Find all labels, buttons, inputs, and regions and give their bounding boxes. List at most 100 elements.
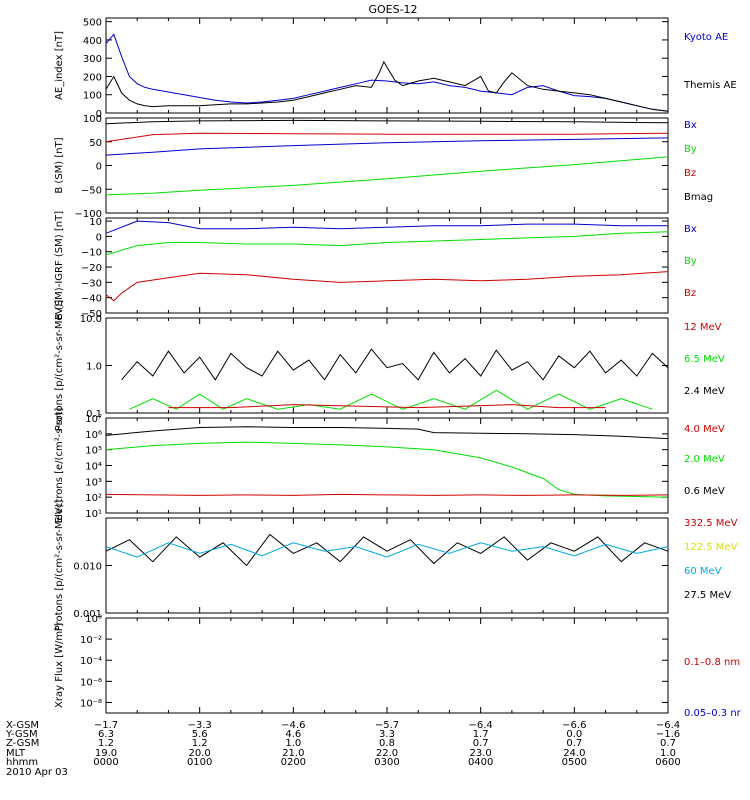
- panel-6: 0.010 0.001 Protons [p/(cm²-s-sr-MeV)] 332.…: [54, 500, 738, 632]
- legend-entry: Bx: [684, 120, 697, 131]
- footer-value: 1.7: [473, 729, 489, 740]
- y-tick-label: −100: [75, 209, 102, 220]
- y-tick-label: −30: [81, 278, 102, 289]
- legend-entry: 12 MeV: [684, 322, 722, 333]
- footer-row-label: Z-GSM: [6, 738, 39, 749]
- legend-entry: 332.5 MeV: [684, 518, 738, 529]
- legend-entry: 0.6 MeV: [684, 486, 725, 497]
- footer-value: −1.6: [656, 729, 680, 740]
- footer-value: 1.2: [192, 738, 208, 749]
- y-tick-label: 10⁴: [85, 462, 102, 473]
- footer-value: 4.6: [285, 729, 301, 740]
- footer-value: −6.4: [469, 720, 493, 731]
- footer-value: 0300: [374, 757, 399, 768]
- y-axis-label: B (SM) [nT]: [54, 137, 65, 193]
- legend-entry: Kyoto AE: [684, 32, 728, 43]
- legend-entry: Bz: [684, 168, 696, 179]
- footer-row-label: Y-GSM: [5, 729, 38, 740]
- y-tick-label: 1.0: [86, 362, 102, 373]
- legend-entry: By: [684, 144, 697, 155]
- panel-4: 10.0 1.0 0.1 Protons [p/(cm²-s-sr-MeV)] 12 M…: [54, 300, 725, 432]
- y-tick-label: 10⁵: [85, 446, 102, 457]
- series-line-by: [105, 231, 669, 256]
- y-axis-label: Protons [p/(cm²-s-sr-MeV)]: [54, 500, 65, 632]
- legend-entry: Bz: [684, 288, 696, 299]
- y-tick-label: −10: [81, 248, 102, 259]
- y-tick-label: 10³: [85, 477, 102, 488]
- y-tick-label: 50: [89, 138, 102, 149]
- panel-frame: [105, 317, 669, 414]
- footer-value: 0400: [468, 757, 493, 768]
- y-tick-label: 10⁰: [85, 614, 102, 625]
- panel-5: 10⁷ 10⁶ 10⁵ 10⁴ 10³ 10² 10¹ Electrons [e/(cm²-s…: [54, 408, 725, 524]
- legend-entry: 0.05–0.3 nr: [684, 708, 742, 719]
- footer-row-label: X-GSM: [6, 720, 39, 731]
- y-axis-label: AE_index [nT]: [54, 31, 65, 100]
- y-axis-label: Xray Flux [W/m²]: [54, 623, 65, 708]
- panel-3: 10 0 −10 −20 −30 −40 −50 B (SM)-IGRF (SM) [nT] B…: [54, 211, 697, 320]
- y-tick-label: 0.001: [73, 609, 102, 620]
- y-tick-label: 10¹: [85, 509, 102, 520]
- panel-frame: [105, 417, 669, 514]
- footer-value: 0000: [93, 757, 118, 768]
- footer-value: 5.6: [192, 729, 208, 740]
- footer-value: −3.3: [188, 720, 212, 731]
- series-line-bmag: [105, 119, 669, 125]
- series-line-4-0-mev: [105, 493, 669, 496]
- footer-value: 0200: [281, 757, 306, 768]
- series-line-6-5-mev: [129, 389, 653, 410]
- series-line-2-4-mev: [121, 348, 669, 381]
- series-line-2-0-mev: [105, 441, 669, 498]
- legend-entry: 0.1–0.8 nm: [684, 657, 740, 668]
- footer-row-label: hhmm: [6, 757, 38, 768]
- y-tick-label: −50: [81, 309, 102, 320]
- legend-entry: By: [684, 256, 697, 267]
- series-line-bz: [105, 271, 669, 302]
- footer-value: 22.0: [376, 748, 398, 759]
- footer-value: −1.7: [94, 720, 118, 731]
- y-tick-label: 300: [83, 54, 102, 65]
- legend-entry: Themis AE: [683, 80, 737, 91]
- footer-value: 0.7: [566, 738, 582, 749]
- footer-value: 0.8: [379, 738, 395, 749]
- plot-title: GOES-12: [368, 3, 417, 16]
- legend-entry: Bx: [684, 224, 697, 235]
- series-line-themis-ae: [105, 60, 669, 112]
- panel-frame: [105, 617, 669, 714]
- footer-value: −4.6: [281, 720, 305, 731]
- legend-entry: Bmag: [684, 192, 713, 203]
- footer-value: 3.3: [379, 729, 395, 740]
- legend-entry: 2.0 MeV: [684, 454, 725, 465]
- footer-value: 0.0: [566, 729, 582, 740]
- footer-value: 19.0: [95, 748, 117, 759]
- y-tick-label: 100: [83, 114, 102, 125]
- y-axis-label: Electrons [e/(cm²-s-sr)]: [54, 408, 65, 524]
- footer-value: 0.7: [660, 738, 676, 749]
- footer-value: −6.4: [656, 720, 680, 731]
- y-tick-label: 100: [83, 91, 102, 102]
- legend-entry: 4.0 MeV: [684, 424, 725, 435]
- panel-frame: [105, 517, 669, 614]
- footer-value: 21.0: [282, 748, 304, 759]
- y-tick-label: 10⁻⁴: [80, 656, 102, 667]
- y-tick-label: 10⁶: [85, 430, 102, 441]
- footer-value: 0.7: [473, 738, 489, 749]
- y-tick-label: −20: [81, 263, 102, 274]
- footer-row-label: 2010 Apr 03: [6, 767, 68, 778]
- series-line-kyoto-ae: [105, 33, 669, 112]
- panel-1: 0 100 200 300 400 500 AE_index [nT] Kyoto AE The…: [54, 17, 737, 120]
- y-tick-label: 200: [83, 72, 102, 83]
- y-tick-label: −40: [81, 294, 102, 305]
- footer-value: 24.0: [563, 748, 585, 759]
- series-line-60-mev: [105, 542, 669, 558]
- footer-value: 6.3: [98, 729, 114, 740]
- y-tick-label: −50: [81, 185, 102, 196]
- y-tick-label: 10²: [85, 493, 102, 504]
- panel-frame: [105, 217, 669, 314]
- panel-frame: [105, 117, 669, 214]
- footer-value: 0500: [562, 757, 587, 768]
- panel-2: 100 50 0 −50 −100 B (SM) [nT] Bx By Bz Bmag: [54, 114, 713, 220]
- y-axis-label: Protons [p/(cm²-s-sr-MeV)]: [54, 300, 65, 432]
- y-tick-label: 0: [96, 232, 102, 243]
